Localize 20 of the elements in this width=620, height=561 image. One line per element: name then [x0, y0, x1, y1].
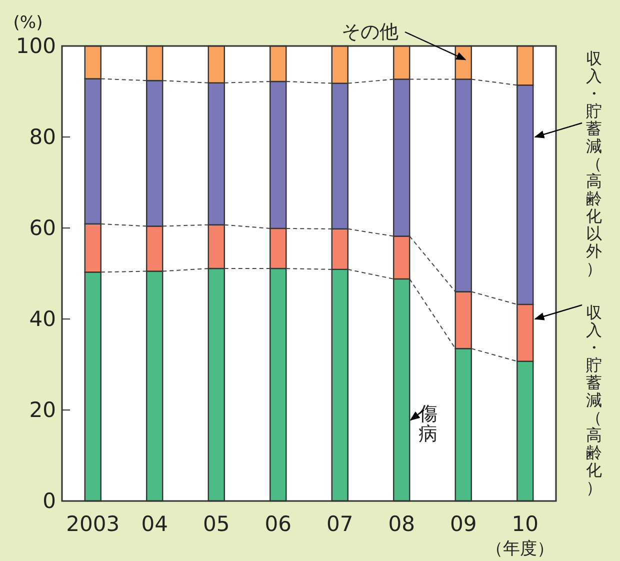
- x-tick-label: 05: [203, 512, 230, 536]
- x-tick-label: 09: [450, 512, 477, 536]
- series-label: その他: [342, 21, 398, 43]
- y-tick-label: 0: [42, 489, 56, 513]
- text: 収入・貯蓄減（高齢化以外）: [586, 49, 602, 278]
- x-tick-label: 10: [512, 512, 538, 536]
- y-tick-label: 100: [16, 34, 56, 58]
- y-axis-title: (%): [13, 13, 43, 33]
- x-tick-label: 08: [388, 512, 415, 536]
- x-tick-label: 07: [326, 512, 354, 536]
- y-tick-label: 40: [29, 307, 56, 331]
- y-tick-label: 20: [29, 398, 56, 422]
- y-tick-label: 60: [29, 216, 56, 240]
- x-tick-label: 2003: [66, 512, 120, 536]
- x-axis-title: （年度）: [486, 539, 554, 559]
- x-tick-label: 04: [141, 512, 168, 536]
- y-tick-label: 80: [29, 125, 56, 149]
- x-tick-label: 06: [264, 512, 292, 536]
- series-label: 傷病: [418, 403, 438, 445]
- text: 収入・貯蓄減（高齢化）: [586, 303, 602, 497]
